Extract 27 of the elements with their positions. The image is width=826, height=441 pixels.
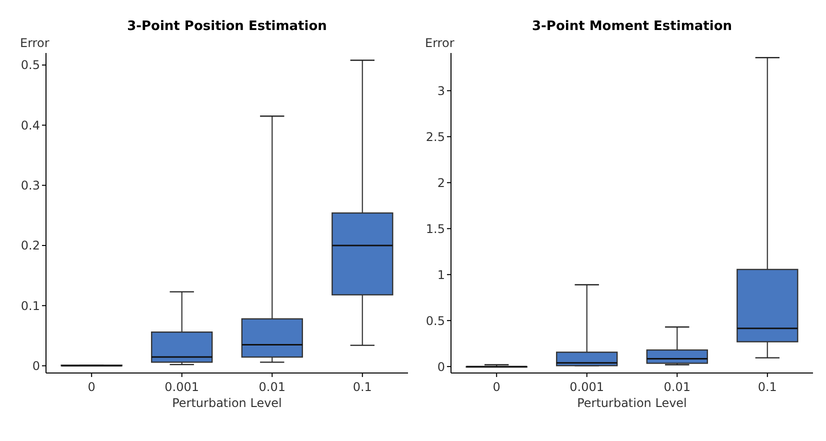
- y-tick-label: 0.5: [426, 314, 445, 328]
- x-tick-label: 0.01: [258, 380, 286, 394]
- x-tick-label: 0.001: [570, 380, 604, 394]
- y-tick-label: 0: [32, 358, 40, 373]
- y-axis-title: Error: [425, 36, 454, 50]
- x-tick-label: 0.01: [664, 380, 690, 394]
- y-tick-label: 0.5: [20, 58, 40, 72]
- y-tick-label: 1: [437, 268, 445, 282]
- y-tick-label: 0: [437, 360, 445, 374]
- x-tick-label: 0: [88, 380, 96, 394]
- x-tick-label: 0.001: [164, 380, 200, 394]
- y-tick-label: 0.1: [20, 298, 40, 313]
- chart-title: 3-Point Position Estimation: [127, 19, 327, 34]
- y-axis-title: Error: [20, 36, 50, 50]
- y-tick-label: 3: [437, 84, 445, 98]
- x-axis-title: Perturbation Level: [172, 396, 282, 410]
- x-tick-label: 0: [492, 380, 500, 394]
- y-tick-label: 1.5: [426, 222, 445, 236]
- x-tick-label: 0.1: [758, 380, 777, 394]
- x-tick-label: 0.1: [352, 380, 372, 394]
- y-tick-label: 2.5: [426, 130, 445, 144]
- y-tick-label: 2: [437, 176, 445, 190]
- x-axis-title: Perturbation Level: [577, 396, 687, 410]
- y-tick-label: 0.3: [20, 178, 40, 193]
- chart-title: 3-Point Moment Estimation: [532, 19, 732, 34]
- y-tick-label: 0.4: [20, 118, 40, 132]
- y-tick-label: 0.2: [20, 238, 40, 253]
